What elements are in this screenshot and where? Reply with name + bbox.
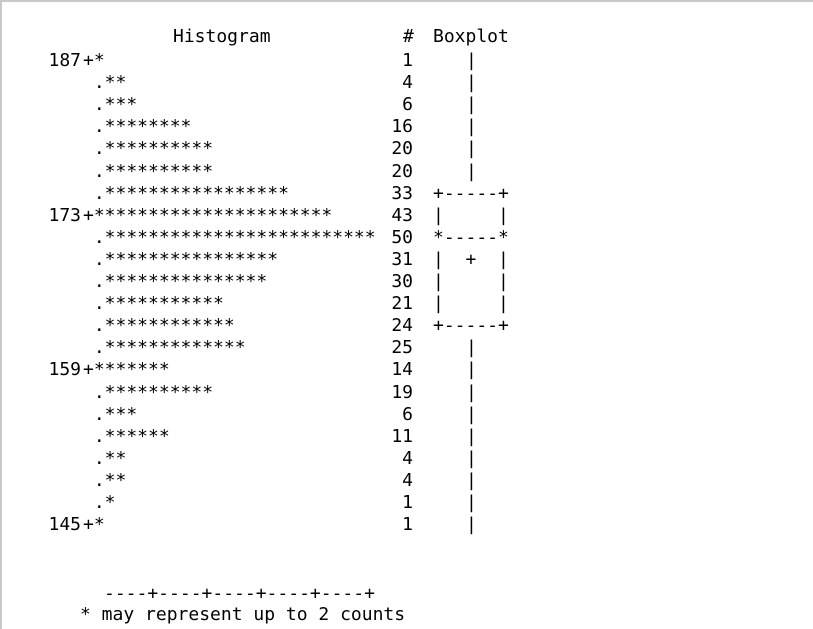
boxplot-segment: | <box>466 470 477 491</box>
boxplot-segment: | <box>466 72 477 93</box>
bin-count: 16 <box>391 116 413 137</box>
histogram-bar: .********** <box>83 382 214 403</box>
bin-count: 20 <box>391 161 413 182</box>
bin-label: 145 <box>48 514 81 535</box>
bin-count: 4 <box>402 470 413 491</box>
bin-count: 20 <box>391 138 413 159</box>
axis-line: ----+----+----+----+----+ <box>104 583 375 604</box>
boxplot-segment: | <box>466 161 477 182</box>
bin-count: 33 <box>391 183 413 204</box>
histogram-bar: .***************** <box>83 183 289 204</box>
boxplot-segment: | <box>466 514 477 535</box>
bin-count: 1 <box>402 50 413 71</box>
boxplot-segment: | <box>466 138 477 159</box>
boxplot-segment: *-----* <box>433 227 509 248</box>
bin-count: 4 <box>402 448 413 469</box>
bin-count: 31 <box>391 249 413 270</box>
boxplot-segment: | <box>466 382 477 403</box>
histogram-bar: .** <box>83 448 127 469</box>
bin-count: 21 <box>391 293 413 314</box>
histogram-bar: +* <box>83 514 105 535</box>
histogram-bar: .********** <box>83 161 214 182</box>
bin-count: 6 <box>402 404 413 425</box>
histogram-bar: .*************** <box>83 271 268 292</box>
bin-label: 173 <box>48 205 81 226</box>
boxplot-segment: | | <box>433 205 509 226</box>
boxplot-header: Boxplot <box>433 26 509 47</box>
histogram-bar: .* <box>83 492 116 513</box>
histogram-bar: .**************** <box>83 249 279 270</box>
bin-count: 1 <box>402 492 413 513</box>
histogram-bar: .*********** <box>83 293 224 314</box>
boxplot-segment: | + | <box>433 249 509 270</box>
bin-count: 43 <box>391 205 413 226</box>
histogram-bar: .********** <box>83 138 214 159</box>
histogram-title: Histogram <box>173 26 271 47</box>
count-header: # <box>403 26 414 47</box>
boxplot-segment: +-----+ <box>433 315 509 336</box>
bin-count: 1 <box>402 514 413 535</box>
histogram-bar: .****** <box>83 426 170 447</box>
histogram-bar: .** <box>83 72 127 93</box>
histogram-bar: .************* <box>83 337 246 358</box>
bin-label: 187 <box>48 50 81 71</box>
bin-count: 50 <box>391 227 413 248</box>
boxplot-segment: | | <box>433 271 509 292</box>
histogram-bar: .*** <box>83 94 138 115</box>
histogram-bar: +******* <box>83 359 170 380</box>
histogram-bar: +********************** <box>83 205 333 226</box>
boxplot-segment: | <box>466 116 477 137</box>
bin-count: 24 <box>391 315 413 336</box>
histogram-bar: .******** <box>83 116 192 137</box>
boxplot-segment: | <box>466 50 477 71</box>
boxplot-segment: | <box>466 448 477 469</box>
boxplot-segment: | <box>466 359 477 380</box>
boxplot-segment: | <box>466 337 477 358</box>
boxplot-segment: +-----+ <box>433 183 509 204</box>
histogram-bar: .*** <box>83 404 138 425</box>
histogram-bar: .** <box>83 470 127 491</box>
bin-count: 14 <box>391 359 413 380</box>
boxplot-segment: | | <box>433 293 509 314</box>
bin-label: 159 <box>48 359 81 380</box>
bin-count: 30 <box>391 271 413 292</box>
boxplot-segment: | <box>466 426 477 447</box>
bin-count: 6 <box>402 94 413 115</box>
boxplot-segment: | <box>466 404 477 425</box>
histogram-bar: .************************* <box>83 227 376 248</box>
bin-count: 25 <box>391 337 413 358</box>
boxplot-segment: | <box>466 94 477 115</box>
histogram-bar: .************ <box>83 315 235 336</box>
footnote: * may represent up to 2 counts <box>80 604 406 625</box>
bin-count: 19 <box>391 382 413 403</box>
histogram-bar: +* <box>83 50 105 71</box>
bin-count: 4 <box>402 72 413 93</box>
boxplot-segment: | <box>466 492 477 513</box>
bin-count: 11 <box>391 426 413 447</box>
